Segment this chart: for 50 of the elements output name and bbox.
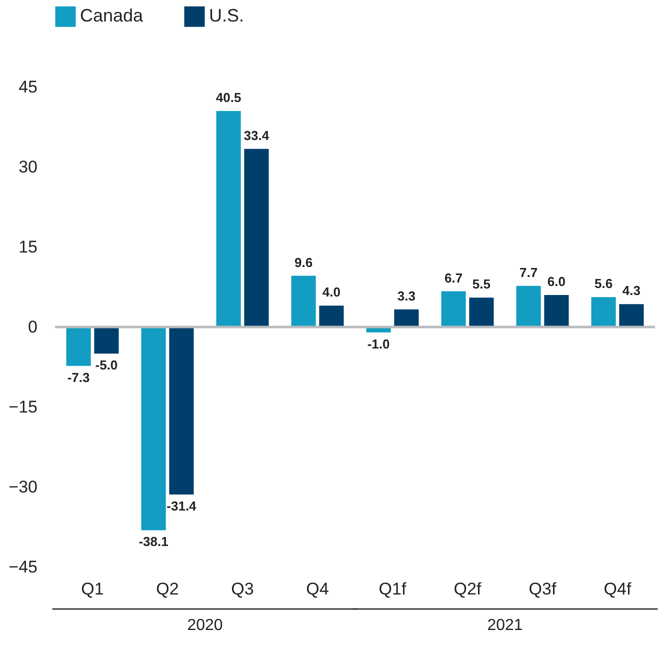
x-tick-label: Q4 [306,580,329,598]
x-tick-label: Q3f [528,580,556,598]
bar [516,286,541,327]
y-tick-label: −15 [8,398,38,416]
data-label: 4.0 [322,284,340,300]
data-label: -7.3 [67,370,90,385]
bar [544,295,569,327]
legend-label: U.S. [209,6,244,26]
data-label: 40.5 [216,90,242,105]
y-tick-label: 45 [18,78,38,96]
data-label: -31.4 [166,498,198,514]
bar [469,298,494,327]
x-tick-label: Q2 [156,580,179,598]
bar [169,327,194,494]
data-label: 6.7 [444,270,463,286]
data-label: 5.5 [472,276,490,292]
y-tick-label: 15 [18,238,38,256]
data-label: 6.0 [547,274,566,289]
x-tick-label: Q4f [604,580,632,598]
data-label: -1.0 [367,336,390,352]
y-tick-label: 0 [28,318,38,336]
data-label: 7.7 [520,264,538,280]
bar [66,327,91,366]
data-label: 9.6 [294,254,313,270]
bar [441,291,466,327]
bar [216,111,241,327]
bar [141,327,166,530]
y-tick-label: −45 [8,558,38,576]
legend-label: Canada [80,6,144,26]
bar [591,297,616,327]
x-tick-label: Q3 [231,580,254,598]
bar [319,306,344,327]
x-tick-label: Q1 [81,580,104,598]
data-label: -38.1 [138,534,168,550]
bar [394,309,419,327]
x-tick-label: Q2f [454,580,482,598]
data-label: 3.3 [397,288,416,304]
data-label: 5.6 [594,276,613,292]
y-tick-label: −30 [8,478,38,496]
text: 2021 [487,617,523,634]
bar [619,304,644,327]
bar [94,327,119,354]
bar [244,148,269,327]
data-label: 4.3 [622,283,640,298]
text: 2020 [187,617,223,634]
y-tick-label: 30 [18,158,38,176]
data-label: -5.0 [95,358,118,373]
data-label: 33.4 [244,128,270,143]
bar [291,276,316,327]
x-tick-label: Q1f [378,580,406,598]
